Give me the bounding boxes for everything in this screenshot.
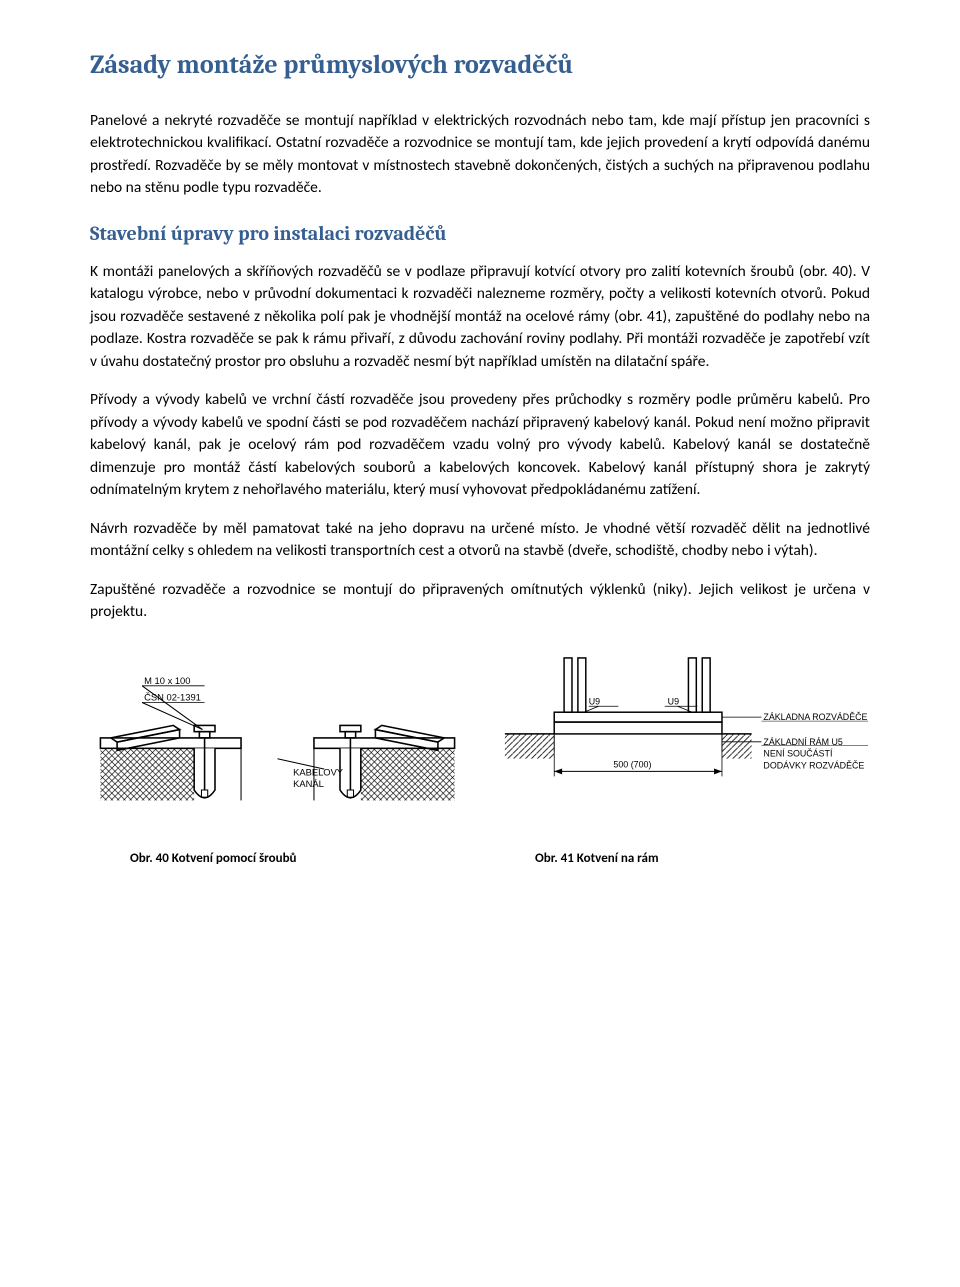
fig41-dim: 500 (700) — [613, 760, 651, 770]
fig41-label-u9b: U9 — [668, 697, 679, 707]
paragraph-2: K montáži panelových a skříňových rozvad… — [90, 261, 870, 373]
captions-row: Obr. 40 Kotvení pomocí šroubů Obr. 41 Ko… — [90, 851, 870, 866]
paragraph-3: Přívody a vývody kabelů ve vrchní částí … — [90, 389, 870, 501]
page-title: Zásady montáže průmyslových rozvaděčů — [90, 50, 870, 80]
fig41-label-frame3: DODÁVKY ROZVÁDĚČE — [763, 761, 864, 771]
figure-41-svg: U9 U9 500 (700) — [495, 653, 870, 821]
section-heading: Stavební úpravy pro instalaci rozvaděčů — [90, 222, 870, 245]
paragraph-5: Zapuštěné rozvaděče a rozvodnice se mont… — [90, 579, 870, 624]
fig41-label-u9a: U9 — [589, 697, 600, 707]
figure-41-caption: Obr. 41 Kotvení na rám — [495, 851, 870, 866]
fig40-label-channel-2: KANÁL — [293, 779, 324, 789]
figure-41: U9 U9 500 (700) — [495, 653, 870, 821]
fig41-label-frame1: ZÁKLADNÍ RÁM U5 — [763, 737, 842, 747]
fig40-label-channel-1: KABELOVÝ — [293, 767, 344, 777]
fig41-label-base: ZÁKLADNA ROZVÁDĚČE — [763, 713, 867, 723]
document-page: Zásady montáže průmyslových rozvaděčů Pa… — [0, 0, 960, 896]
fig41-label-frame2: NENÍ SOUČÁSTÍ — [763, 749, 833, 759]
fig40-label-csn: ČSN 02-1391 — [144, 692, 201, 702]
figure-40-caption: Obr. 40 Kotvení pomocí šroubů — [90, 851, 465, 866]
paragraph-1: Panelové a nekryté rozvaděče se montují … — [90, 110, 870, 200]
figure-40: M 10 x 100 ČSN 02-1391 — [90, 665, 465, 821]
figures-row: M 10 x 100 ČSN 02-1391 — [90, 653, 870, 821]
figure-40-svg: M 10 x 100 ČSN 02-1391 — [90, 665, 465, 821]
fig40-label-bolt: M 10 x 100 — [144, 676, 190, 686]
paragraph-4: Návrh rozvaděče by měl pamatovat také na… — [90, 518, 870, 563]
